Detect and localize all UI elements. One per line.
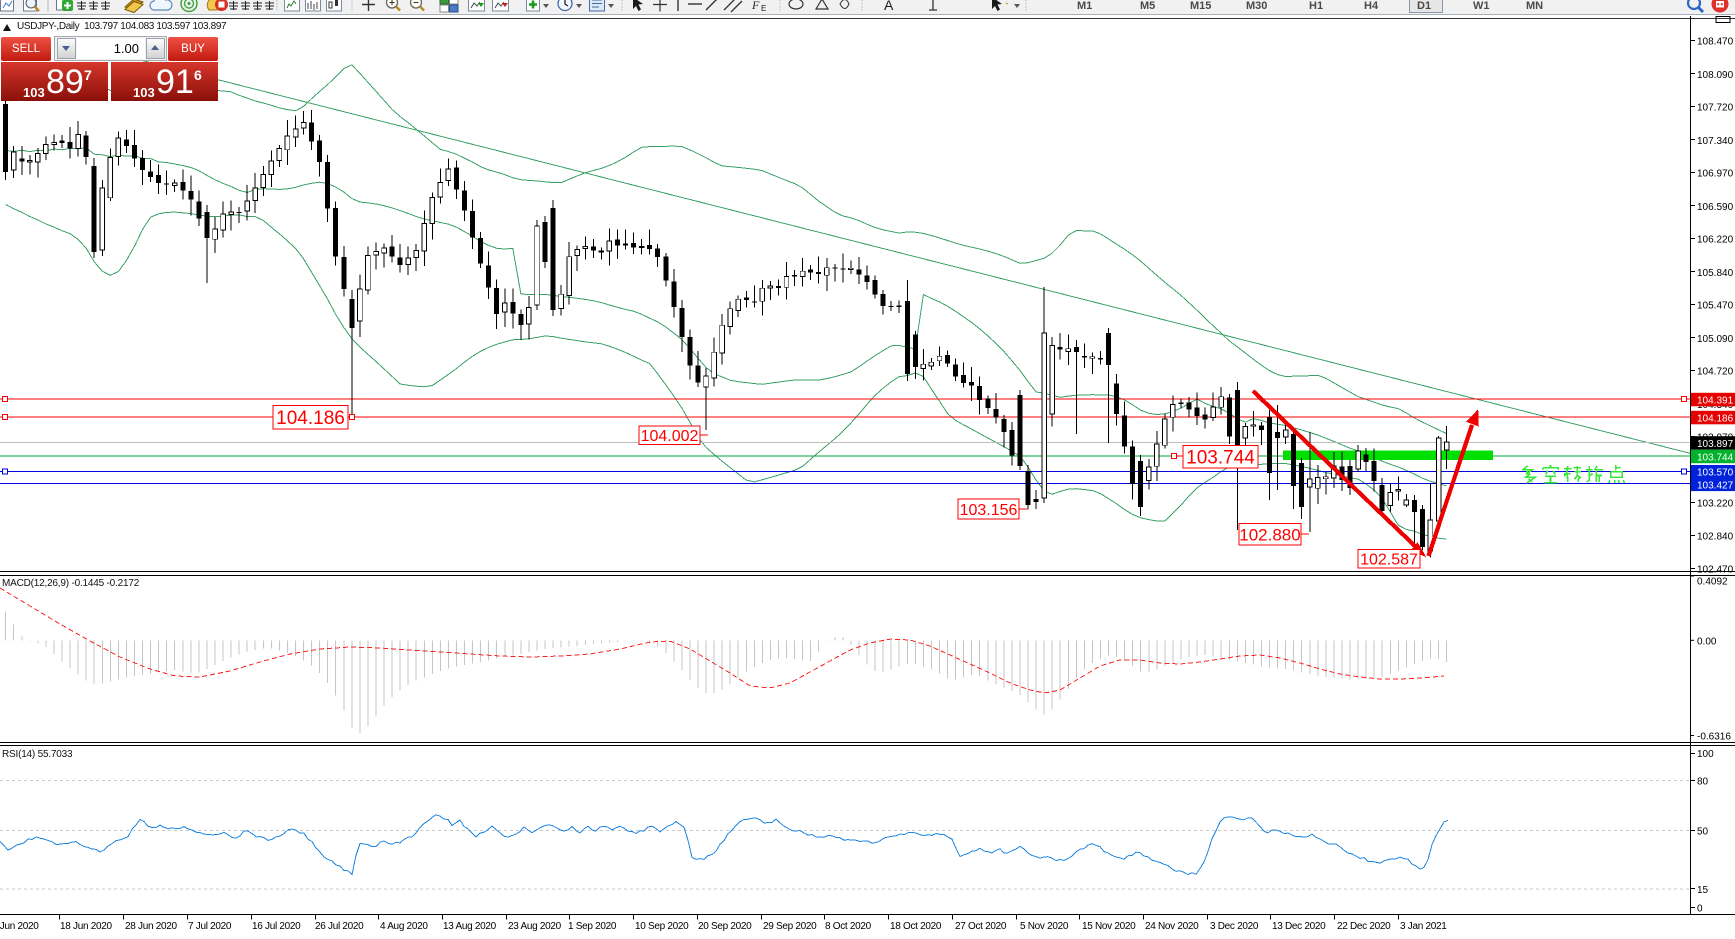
svg-text:103.156: 103.156 [960,502,1018,519]
svg-text:0.00: 0.00 [1697,636,1717,647]
svg-text:103.220: 103.220 [1697,498,1734,509]
svg-text:0: 0 [1697,904,1703,915]
svg-text:0.4092: 0.4092 [1697,577,1728,588]
svg-text:104.186: 104.186 [276,408,345,429]
svg-text:103.570: 103.570 [1697,468,1734,479]
svg-text:106.970: 106.970 [1697,168,1734,179]
svg-text:M30: M30 [1246,0,1267,12]
svg-text:103.897: 103.897 [1697,439,1734,450]
svg-text:D1: D1 [1417,0,1431,12]
svg-text:103.427: 103.427 [1697,480,1734,491]
svg-text:MN: MN [1526,0,1543,12]
svg-text:102.880: 102.880 [1239,525,1300,544]
svg-text:E: E [761,4,766,13]
svg-text:W1: W1 [1473,0,1490,12]
svg-text:100: 100 [1697,749,1714,760]
svg-text:103.970: 103.970 [1697,432,1734,443]
svg-text:107.340: 107.340 [1697,136,1734,147]
svg-text:106.220: 106.220 [1697,234,1734,245]
svg-text:107.720: 107.720 [1697,102,1734,113]
svg-text:104.002: 104.002 [641,428,699,445]
svg-text:103.744: 103.744 [1186,448,1255,469]
svg-text:103.590: 103.590 [1697,466,1734,477]
svg-text:104.720: 104.720 [1697,366,1734,377]
svg-text:H4: H4 [1364,0,1379,12]
svg-text:M15: M15 [1190,0,1211,12]
svg-text:108.090: 108.090 [1697,70,1734,81]
svg-text:F: F [751,0,760,12]
svg-text:-0.6316: -0.6316 [1697,732,1731,743]
svg-text:106.590: 106.590 [1697,202,1734,213]
svg-text:102.840: 102.840 [1697,532,1734,543]
svg-text:102.587: 102.587 [1360,552,1418,569]
svg-text:104.186: 104.186 [1697,414,1734,425]
svg-text:102.470: 102.470 [1697,564,1734,575]
svg-text:104.340: 104.340 [1697,400,1734,411]
svg-text:M5: M5 [1140,0,1155,12]
svg-text:80: 80 [1697,777,1709,788]
svg-text:108.470: 108.470 [1697,36,1734,47]
svg-text:15: 15 [1697,885,1709,896]
svg-text:M1: M1 [1077,0,1092,12]
svg-text:103.744: 103.744 [1697,452,1734,463]
svg-text:H1: H1 [1309,0,1323,12]
svg-text:105.090: 105.090 [1697,334,1734,345]
svg-text:105.470: 105.470 [1697,300,1734,311]
svg-text:104.391: 104.391 [1697,396,1734,407]
svg-text:105.840: 105.840 [1697,268,1734,279]
svg-text:50: 50 [1697,827,1709,838]
svg-text:A: A [884,0,894,13]
